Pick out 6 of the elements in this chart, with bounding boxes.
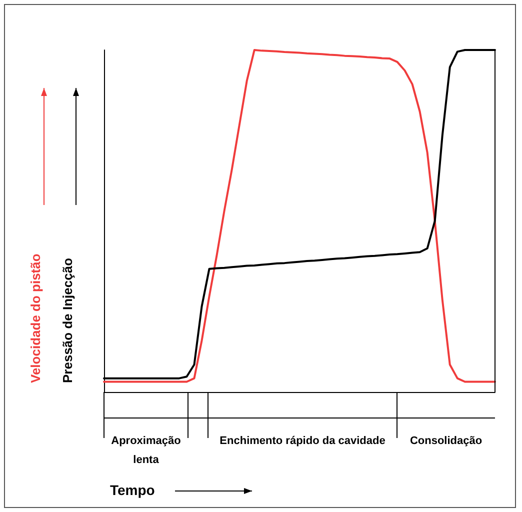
text: Consolidação [408, 434, 484, 449]
y-axis-title: Velocidade do pistão [28, 254, 43, 383]
text: Enchimento rápido da cavidade [218, 434, 386, 449]
text: Tempo [110, 481, 155, 500]
y2-axis-title: Pressão de Injecção [60, 258, 75, 383]
text: Aproximação lenta [110, 434, 182, 468]
